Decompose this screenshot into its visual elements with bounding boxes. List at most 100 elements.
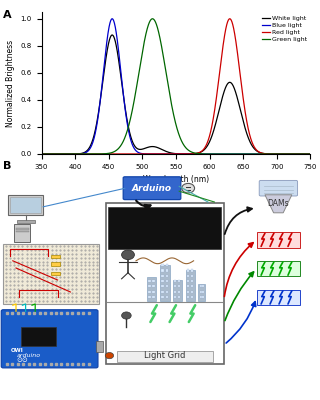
Text: arduino: arduino [17, 353, 41, 358]
Bar [187, 290, 189, 293]
Text: A: A [3, 10, 12, 20]
Bar [187, 270, 189, 272]
Line: Blue light: Blue light [42, 19, 310, 154]
White light [303, 152, 307, 156]
Bar [166, 264, 168, 266]
Line: Red light: Red light [42, 19, 310, 154]
Bar [191, 275, 193, 277]
White light [110, 32, 114, 37]
Bar [178, 285, 180, 288]
Bar [3, 244, 99, 304]
Bar [117, 350, 213, 362]
Bar [161, 275, 164, 277]
Bar [10, 197, 41, 213]
Bar [191, 280, 193, 282]
Bar [161, 270, 164, 272]
Bar [166, 275, 168, 277]
Green light [303, 152, 307, 156]
Bar [166, 280, 168, 282]
White light [86, 147, 90, 152]
Green light [150, 16, 154, 21]
White light [143, 146, 147, 151]
Bar [152, 296, 155, 298]
Bar [200, 296, 202, 298]
Blue light [155, 152, 158, 156]
Blue light [303, 152, 307, 156]
Bar [17, 220, 35, 223]
Bar [161, 280, 164, 282]
Bar [174, 290, 176, 293]
Red light [155, 152, 158, 156]
Bar [198, 284, 205, 301]
Green light [308, 152, 312, 156]
Blue light [274, 152, 278, 156]
Bar [174, 285, 176, 288]
Bar [16, 228, 29, 230]
Bar [166, 296, 168, 298]
Circle shape [122, 312, 131, 319]
Circle shape [105, 352, 114, 359]
White light [155, 145, 158, 150]
Bar [161, 290, 164, 293]
Bar [202, 296, 204, 298]
Bar [200, 285, 202, 288]
FancyBboxPatch shape [1, 310, 98, 368]
Bar [108, 207, 221, 249]
Text: Light Grid: Light Grid [144, 351, 186, 360]
Green light [143, 37, 147, 42]
Polygon shape [265, 195, 292, 213]
Bar [202, 290, 204, 293]
Bar [96, 341, 103, 352]
Bar [191, 285, 193, 288]
Bar [147, 277, 156, 301]
Bar [161, 296, 164, 298]
Bar [191, 296, 193, 298]
Green light [70, 152, 74, 156]
Bar [14, 224, 30, 242]
Red light [308, 152, 312, 156]
Bar [51, 255, 60, 258]
Red light [70, 152, 74, 156]
Bar [51, 262, 60, 266]
Circle shape [182, 183, 195, 193]
Bar [148, 296, 151, 298]
Bar [200, 290, 202, 293]
Bar [152, 290, 155, 293]
Bar [161, 285, 164, 288]
Bar [191, 290, 193, 293]
Bar [187, 275, 189, 277]
Red light [303, 152, 307, 156]
Bar [166, 270, 168, 272]
Bar [152, 285, 155, 288]
Bar [8, 195, 43, 215]
Bar [166, 285, 168, 288]
Text: Arduino: Arduino [132, 184, 172, 193]
Bar [148, 290, 151, 293]
Bar [148, 285, 151, 288]
Bar [161, 264, 164, 266]
Bar [51, 272, 60, 275]
Bar [152, 280, 155, 282]
White light [40, 152, 44, 156]
White light [308, 152, 312, 156]
Bar [160, 265, 170, 301]
Bar [148, 280, 151, 282]
Bar [187, 296, 189, 298]
Bar [16, 231, 29, 232]
FancyBboxPatch shape [259, 180, 298, 196]
Bar [178, 296, 180, 298]
Bar [186, 270, 195, 301]
Green light [155, 22, 158, 27]
Green light [274, 152, 278, 156]
Bar [21, 327, 56, 346]
Bar [257, 232, 300, 248]
Line: White light: White light [42, 35, 310, 154]
Blue light [110, 16, 114, 21]
Red light [143, 152, 147, 156]
White light [274, 152, 278, 156]
Bar [174, 296, 176, 298]
Blue light [70, 152, 74, 156]
Bar [202, 285, 204, 288]
Text: ⊙⊙: ⊙⊙ [17, 357, 28, 363]
Bar [106, 203, 224, 364]
